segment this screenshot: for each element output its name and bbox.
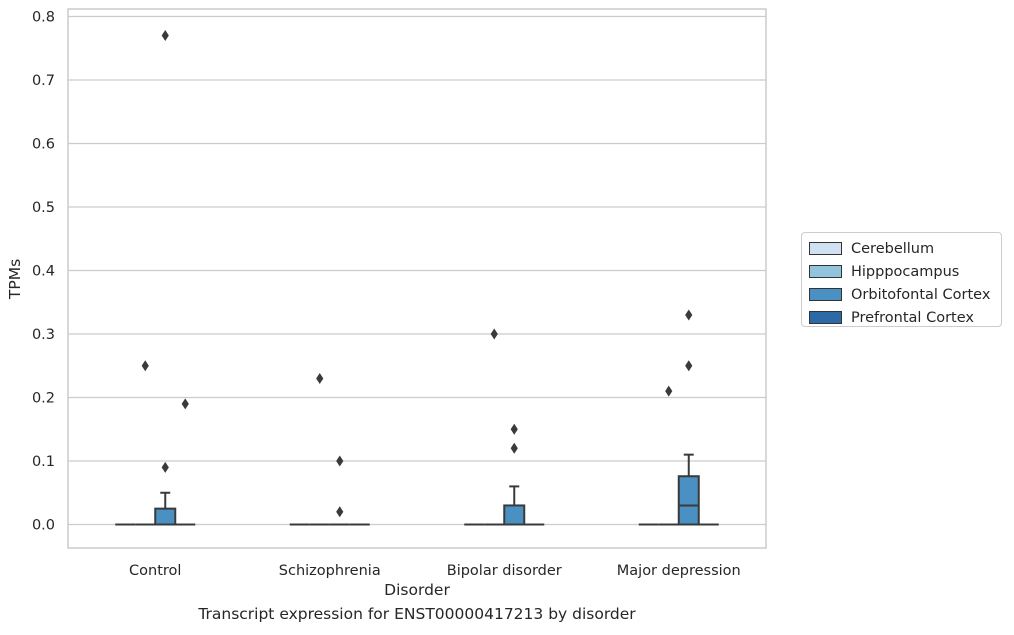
legend-item-cerebellum: Cerebellum xyxy=(809,237,1001,260)
y-tick-label: 0.6 xyxy=(32,137,55,153)
legend-label-hippocampus: Hipppocampus xyxy=(851,263,960,280)
y-tick-label: 0.5 xyxy=(32,200,55,216)
boxes-layer xyxy=(115,30,719,526)
outlier-point xyxy=(141,360,149,372)
box-3-0 xyxy=(175,398,196,526)
y-tick-label: 0.1 xyxy=(32,454,55,470)
box-1-3 xyxy=(658,385,679,526)
legend: Cerebellum Hipppocampus Orbitofontal Cor… xyxy=(801,232,1002,327)
legend-label-orbitofrontal: Orbitofontal Cortex xyxy=(851,286,991,303)
outlier-point xyxy=(316,372,324,384)
legend-swatch-cerebellum xyxy=(809,242,842,255)
y-tick-label: 0.4 xyxy=(32,264,55,280)
box-iqr xyxy=(677,475,700,526)
y-tick-label: 0.8 xyxy=(32,10,55,26)
box-2-1 xyxy=(329,455,350,526)
x-axis-label: Disorder xyxy=(384,581,450,599)
outlier-point xyxy=(336,455,344,467)
y-tick-label: 0.3 xyxy=(32,327,55,343)
x-tick-label: Bipolar disorder xyxy=(447,563,562,579)
box-1-1 xyxy=(309,372,330,526)
gridlines xyxy=(68,15,766,526)
x-tick-labels: Control Schizophrenia Bipolar disorder Majo… xyxy=(129,563,741,579)
legend-swatch-hippocampus xyxy=(809,265,842,278)
legend-item-hippocampus: Hipppocampus xyxy=(809,260,1001,283)
x-tick-label: Major depression xyxy=(617,563,741,579)
box-iqr xyxy=(154,507,177,526)
legend-item-orbitofrontal: Orbitofontal Cortex xyxy=(809,283,1001,306)
y-tick-labels: 0.0 0.1 0.2 0.3 0.4 0.5 0.6 0.7 0.8 xyxy=(32,10,55,534)
outlier-point xyxy=(685,309,693,321)
legend-label-cerebellum: Cerebellum xyxy=(851,240,935,257)
outlier-point xyxy=(490,328,498,340)
outlier-point xyxy=(161,30,169,42)
outlier-point xyxy=(665,385,673,397)
plot-frame xyxy=(67,8,767,549)
legend-swatch-orbitofrontal xyxy=(809,288,842,301)
box-2-3 xyxy=(677,309,700,526)
outlier-point xyxy=(161,461,169,473)
figure-caption: Transcript expression for ENST0000041721… xyxy=(198,605,636,623)
outlier-point xyxy=(685,360,693,372)
y-tick-label: 0.7 xyxy=(32,73,55,89)
box-2-0 xyxy=(154,30,177,526)
legend-item-prefrontal: Prefrontal Cortex xyxy=(809,306,1001,329)
outlier-point xyxy=(510,442,518,454)
y-tick-label: 0.0 xyxy=(32,518,55,534)
legend-swatch-prefrontal xyxy=(809,311,842,324)
x-tick-label: Schizophrenia xyxy=(279,563,381,579)
y-axis-label: TPMs xyxy=(6,259,24,300)
x-tick-label: Control xyxy=(129,563,181,579)
box-1-0 xyxy=(135,360,156,526)
outlier-point xyxy=(181,398,189,410)
box-2-2 xyxy=(503,423,526,526)
outlier-point xyxy=(336,506,344,518)
y-tick-label: 0.2 xyxy=(32,391,55,407)
legend-label-prefrontal: Prefrontal Cortex xyxy=(851,309,974,326)
outlier-point xyxy=(510,423,518,435)
box-1-2 xyxy=(484,328,505,526)
box-iqr xyxy=(503,504,526,526)
